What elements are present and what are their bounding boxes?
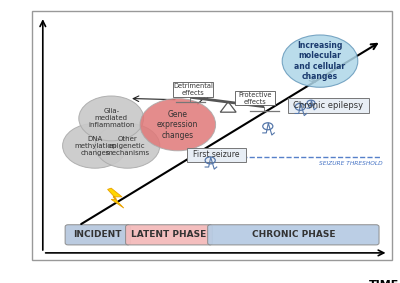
FancyBboxPatch shape	[235, 91, 275, 106]
Text: INCIDENT: INCIDENT	[74, 230, 122, 239]
Text: Chronic epilepsy: Chronic epilepsy	[293, 101, 363, 110]
Circle shape	[62, 123, 127, 168]
Text: CHRONIC PHASE: CHRONIC PHASE	[252, 230, 335, 239]
Polygon shape	[108, 188, 124, 208]
Text: Increasing
molecular
and cellular
changes: Increasing molecular and cellular change…	[294, 41, 346, 81]
FancyBboxPatch shape	[126, 225, 212, 245]
Circle shape	[140, 98, 216, 151]
Text: Other
epigenetic
mechanisms: Other epigenetic mechanisms	[105, 136, 150, 156]
FancyBboxPatch shape	[65, 225, 130, 245]
Circle shape	[79, 96, 144, 141]
Circle shape	[95, 123, 160, 168]
FancyBboxPatch shape	[187, 147, 246, 162]
Text: SEIZURE THRESHOLD: SEIZURE THRESHOLD	[319, 161, 383, 166]
Text: Glia-
mediated
inflammation: Glia- mediated inflammation	[88, 108, 134, 128]
FancyBboxPatch shape	[288, 98, 369, 113]
Text: First seizure: First seizure	[193, 150, 240, 159]
FancyBboxPatch shape	[208, 225, 379, 245]
Text: Gene
expression
changes: Gene expression changes	[157, 110, 198, 140]
Text: DNA
methylation
changes: DNA methylation changes	[74, 136, 116, 156]
Text: TIME: TIME	[369, 280, 399, 283]
FancyBboxPatch shape	[173, 82, 213, 97]
Text: LATENT PHASE: LATENT PHASE	[131, 230, 207, 239]
Text: Protective
effects: Protective effects	[238, 92, 272, 105]
Circle shape	[282, 35, 358, 87]
Text: Detrimental
effects: Detrimental effects	[173, 83, 213, 96]
